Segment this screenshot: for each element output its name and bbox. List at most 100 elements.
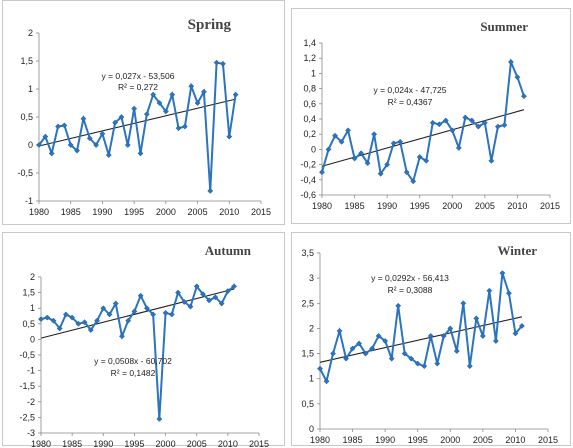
y-tick-label: 2 [28, 28, 33, 38]
data-point [514, 74, 521, 81]
data-point [449, 127, 456, 134]
data-point [199, 291, 206, 298]
data-point [226, 133, 233, 140]
data-point [429, 119, 436, 126]
y-tick-label: 2 [309, 323, 314, 333]
data-point [131, 105, 138, 112]
data-point [410, 178, 417, 185]
data-point [401, 350, 408, 357]
x-tick-label: 2000 [442, 201, 462, 211]
x-tick-label: 2015 [540, 201, 560, 211]
r-squared: R² = 0,4367 [388, 97, 433, 107]
data-point [499, 270, 506, 277]
data-point [416, 154, 423, 160]
data-point [87, 327, 94, 333]
y-tick-label: -0,4 [300, 175, 316, 185]
x-tick-label: 1995 [410, 201, 430, 211]
y-tick-label: 2,5 [301, 298, 314, 308]
data-point [150, 311, 157, 318]
data-point [61, 122, 68, 129]
data-point [330, 350, 336, 357]
data-point [137, 292, 144, 299]
data-point [473, 315, 480, 322]
data-point [169, 91, 176, 98]
data-point [375, 333, 382, 339]
trend-line [319, 316, 523, 363]
data-point [56, 325, 63, 332]
y-tick-label: 0,5 [22, 319, 35, 329]
data-point [356, 340, 363, 347]
x-tick-label: 1985 [62, 439, 82, 447]
y-tick-label: -1,5 [19, 381, 35, 391]
data-point [442, 117, 449, 124]
x-tick-label: 2010 [507, 201, 527, 211]
y-tick-label: -0,6 [300, 190, 316, 200]
x-tick-label: 2000 [440, 435, 460, 445]
data-point [150, 91, 157, 98]
y-tick-label: 3,5 [301, 248, 314, 258]
r-squared: R² = 0,272 [118, 82, 158, 92]
data-point [143, 305, 150, 312]
data-point [369, 345, 376, 352]
chart-title: Spring [188, 17, 232, 33]
data-point [231, 283, 238, 290]
x-tick-label: 1980 [310, 435, 330, 445]
y-tick-label: -0,2 [300, 160, 316, 170]
r-squared: R² = 0,1482 [111, 368, 156, 378]
data-point [207, 187, 214, 194]
data-point [206, 297, 213, 304]
x-tick-label: 1995 [408, 435, 428, 445]
x-tick-label: 1985 [345, 201, 365, 211]
spring-panel: Spring -1 -0,5 0 0,5 1 1,5 2 1980 1985 1990 1995 200… [2, 0, 285, 225]
y-tick-label: 3 [309, 273, 314, 283]
data-point [475, 123, 482, 130]
x-tick-label: 1980 [31, 439, 51, 447]
data-point [44, 314, 51, 321]
data-point [99, 130, 106, 137]
y-tick-label: -3 [27, 428, 35, 438]
data-point [105, 152, 112, 159]
y-tick-label: -2 [27, 397, 35, 407]
data-point [507, 59, 514, 65]
y-tick-label: 0,6 [303, 99, 316, 109]
y-tick-label: 1,2 [303, 53, 316, 63]
y-tick-label: 1 [30, 303, 35, 313]
x-tick-label: 2010 [218, 439, 238, 447]
y-tick-label: 0,2 [303, 129, 316, 139]
y-tick-label: -0,5 [19, 350, 35, 360]
data-point [224, 288, 231, 294]
chart-title: Autumn [205, 243, 252, 258]
data-point [395, 302, 402, 309]
data-point [162, 309, 169, 316]
data-point [338, 138, 345, 145]
x-tick-label: 1990 [375, 435, 395, 445]
data-point [74, 147, 81, 154]
data-point [358, 150, 365, 157]
trend-equation: y = 0,027x - 53,506 [101, 71, 174, 81]
data-point [403, 169, 410, 176]
x-tick-label: 2015 [249, 439, 269, 447]
data-point [501, 122, 508, 129]
y-tick-label: 0,5 [301, 399, 314, 409]
y-tick-label: 0 [311, 144, 316, 154]
chart-title: Summer [480, 19, 528, 34]
data-point [38, 316, 44, 323]
data-point [466, 363, 473, 370]
data-point [343, 355, 350, 362]
data-point [453, 348, 460, 355]
y-tick-label: 2 [30, 272, 35, 282]
data-point [137, 150, 144, 157]
data-point [188, 83, 195, 90]
x-tick-label: 2005 [475, 201, 495, 211]
data-point [423, 157, 430, 164]
x-tick-label: 1980 [29, 207, 49, 217]
data-point [336, 327, 343, 334]
data-point [319, 169, 325, 176]
data-point [512, 330, 519, 337]
winter-panel: Winter 0 0,5 1 1,5 2 2,5 3 3,5 1980 1985 1990 1995 20… [291, 232, 571, 446]
data-point [397, 138, 404, 145]
data-point [55, 123, 61, 130]
data-point [518, 322, 525, 329]
data-point [219, 60, 226, 67]
data-point [50, 317, 57, 324]
